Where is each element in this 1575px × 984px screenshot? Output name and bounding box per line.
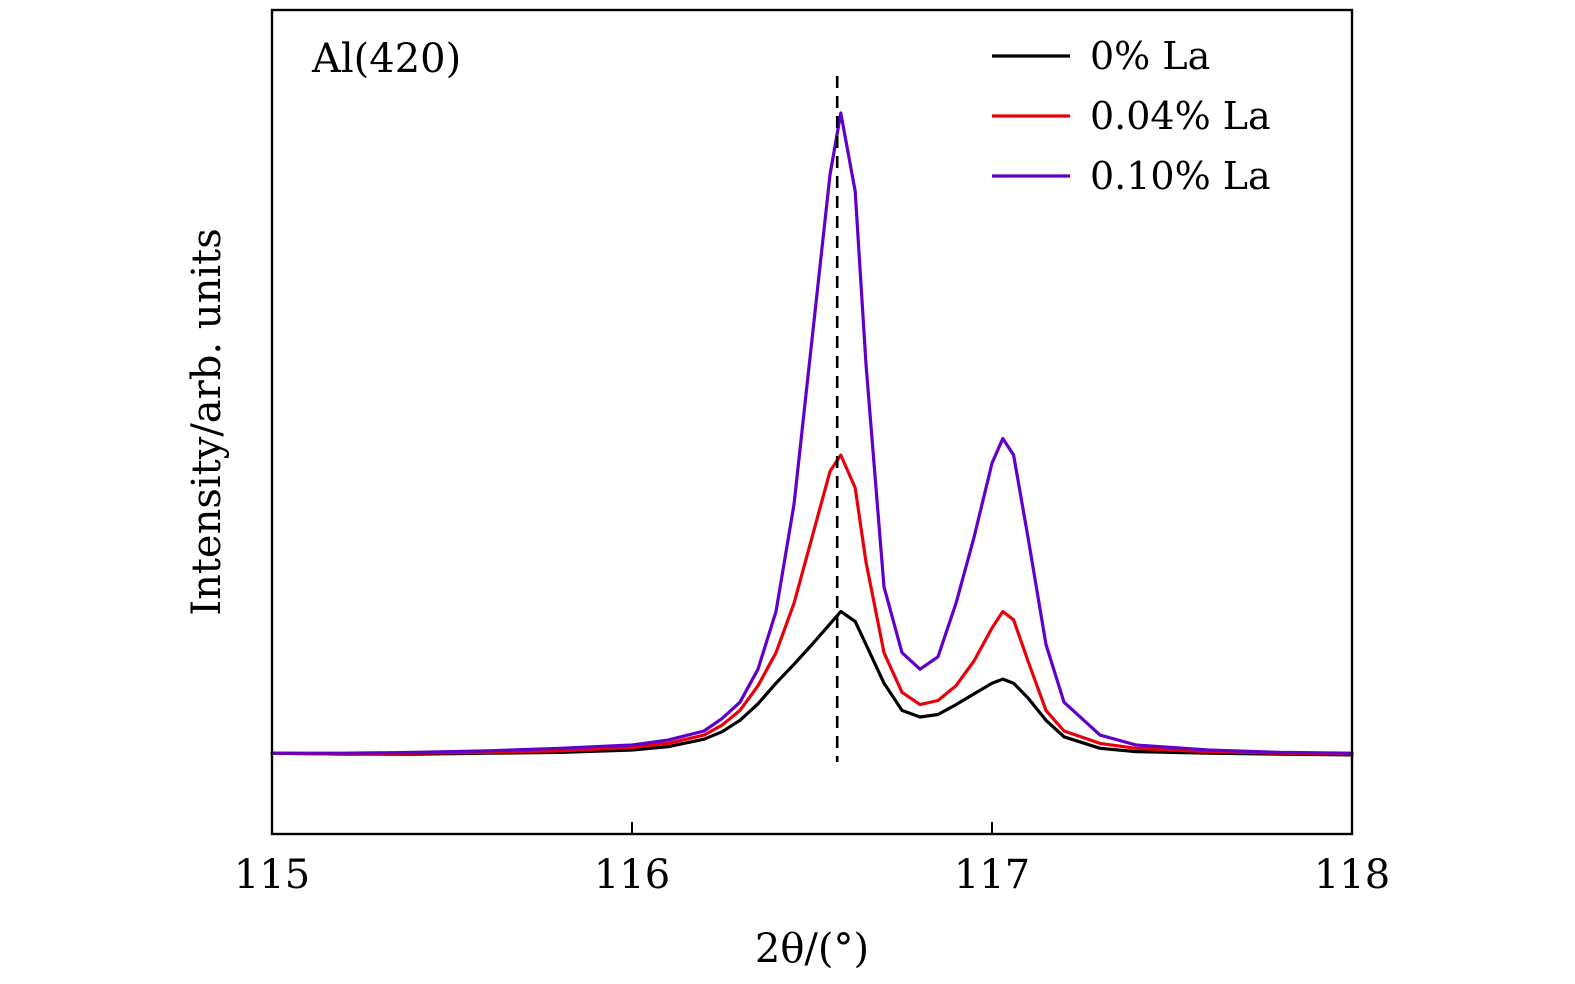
x-axis-ticks: 115 116 117 118: [234, 822, 1390, 898]
legend-label-2: 0.10% La: [1090, 154, 1271, 198]
legend: 0% La 0.04% La 0.10% La: [992, 34, 1271, 198]
legend-label-1: 0.04% La: [1090, 94, 1271, 138]
series-line-2: [270, 111, 1354, 755]
peak-annotation: Al(420): [311, 36, 461, 82]
series-layer: [270, 111, 1354, 757]
plot-frame: [270, 8, 1354, 836]
series-line-1: [270, 453, 1354, 756]
series-line-0: [270, 609, 1354, 757]
legend-label-0: 0% La: [1090, 34, 1210, 78]
x-tick-label: 116: [594, 852, 670, 898]
x-axis-label: 2θ/(°): [755, 926, 869, 972]
x-tick-label: 118: [1314, 852, 1390, 898]
x-tick-label: 117: [954, 852, 1030, 898]
x-tick-label: 115: [234, 852, 310, 898]
y-axis-label: Intensity/arb. units: [184, 228, 230, 615]
